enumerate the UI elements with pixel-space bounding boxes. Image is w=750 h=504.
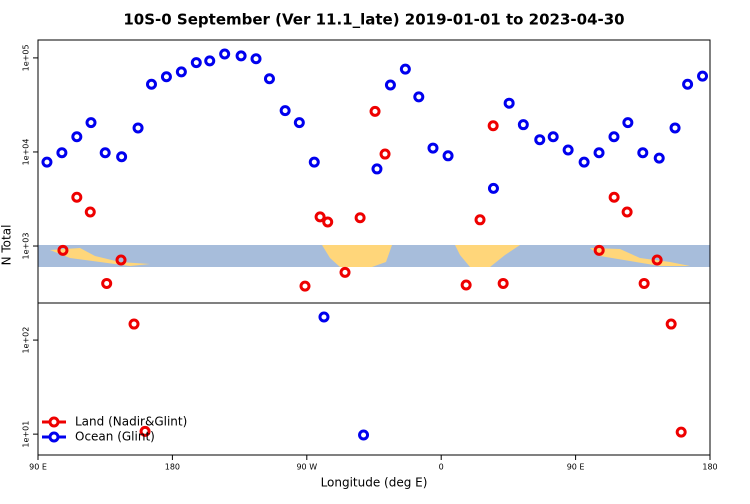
point — [622, 117, 634, 129]
point — [675, 426, 687, 438]
y-tick-label: 1e+05 — [22, 44, 31, 71]
point — [145, 78, 157, 90]
point — [638, 277, 650, 289]
point — [41, 156, 53, 168]
point — [682, 78, 694, 90]
x-tick-label: 90 E — [567, 463, 585, 472]
plot-frame — [37, 39, 711, 456]
point — [99, 147, 111, 159]
point — [204, 55, 216, 67]
point — [71, 191, 83, 203]
chart-title: 10S-0 September (Ver 11.1_late) 2019-01-… — [123, 11, 624, 29]
point — [487, 182, 499, 194]
point — [358, 429, 370, 441]
point — [354, 212, 366, 224]
point — [318, 311, 330, 323]
point — [314, 211, 326, 223]
legend-marker — [48, 431, 60, 443]
y-tick-label: 1e+01 — [22, 421, 31, 448]
point — [175, 66, 187, 78]
y-tick-label: 1e+03 — [22, 233, 31, 260]
point — [369, 105, 381, 117]
x-tick-label: 90 E — [29, 463, 47, 472]
point — [101, 277, 113, 289]
point — [517, 119, 529, 131]
point — [132, 122, 144, 134]
point — [263, 73, 275, 85]
point — [339, 266, 351, 278]
point — [487, 120, 499, 132]
point — [71, 131, 83, 143]
point — [534, 134, 546, 146]
point — [56, 147, 68, 159]
point — [322, 216, 334, 228]
point — [608, 131, 620, 143]
x-tick-label: 180 — [165, 463, 180, 472]
point — [115, 254, 127, 266]
legend-label: Ocean (Glint) — [75, 430, 155, 444]
point — [503, 97, 515, 109]
point — [427, 142, 439, 154]
point — [379, 148, 391, 160]
point — [235, 50, 247, 62]
point — [84, 206, 96, 218]
x-tick-label: 180 — [702, 463, 717, 472]
y-tick-label: 1e+04 — [22, 139, 31, 166]
point — [665, 318, 677, 330]
point — [578, 156, 590, 168]
point — [621, 206, 633, 218]
point — [308, 156, 320, 168]
x-tick-label: 90 W — [296, 463, 317, 472]
point — [562, 144, 574, 156]
point — [697, 70, 709, 82]
point — [413, 91, 425, 103]
point — [460, 279, 472, 291]
y-axis-label: N Total — [0, 225, 14, 266]
legend-marker — [48, 416, 60, 428]
point — [128, 318, 140, 330]
point — [116, 151, 128, 163]
point — [85, 117, 97, 129]
point — [139, 425, 151, 437]
point — [371, 163, 383, 175]
point — [384, 79, 396, 91]
point — [160, 71, 172, 83]
point — [547, 131, 559, 143]
point — [474, 214, 486, 226]
point — [653, 152, 665, 164]
point — [219, 48, 231, 60]
point — [651, 254, 663, 266]
point — [637, 147, 649, 159]
point — [593, 147, 605, 159]
point — [669, 122, 681, 134]
legend-label: Land (Nadir&Glint) — [75, 415, 187, 429]
y-tick-label: 1e+02 — [22, 327, 31, 354]
point — [497, 277, 509, 289]
x-tick-label: 0 — [439, 463, 444, 472]
point — [299, 280, 311, 292]
point — [250, 53, 262, 65]
point — [593, 244, 605, 256]
point — [399, 63, 411, 75]
map-strip — [38, 245, 710, 267]
point — [293, 117, 305, 129]
point — [190, 57, 202, 69]
point — [442, 150, 454, 162]
point — [279, 105, 291, 117]
x-axis-label: Longitude (deg E) — [321, 476, 428, 490]
point — [608, 191, 620, 203]
point — [57, 244, 69, 256]
